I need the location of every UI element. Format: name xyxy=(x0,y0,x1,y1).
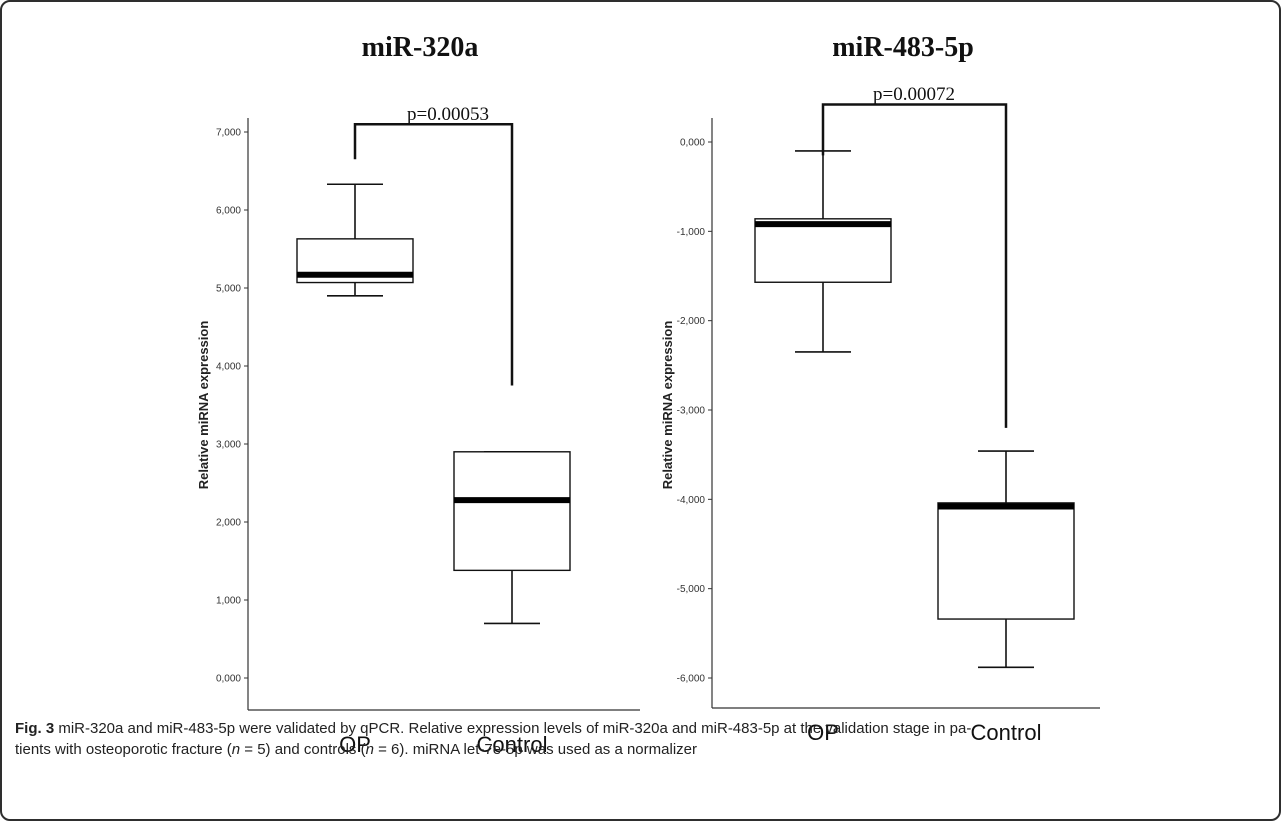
y-tick-label: -4,000 xyxy=(677,495,706,506)
box-control xyxy=(453,450,571,625)
caption-text-2: tients with osteoporotic fracture ( xyxy=(15,741,232,758)
x-tick-label-op: OP xyxy=(807,720,839,745)
y-tick-label: 3,000 xyxy=(216,440,241,451)
x-tick-label-control: Control xyxy=(971,720,1042,745)
chart-title: miR-320a xyxy=(362,32,479,63)
y-tick-label: -1,000 xyxy=(677,227,706,238)
y-tick-label: 0,000 xyxy=(680,138,705,149)
y-tick-label: 0,000 xyxy=(216,674,241,685)
caption-text-4: = 6). miRNA let-7e-5p was used as a norm… xyxy=(373,741,697,758)
caption-line-1: Fig. 3 miR-320a and miR-483-5p were vali… xyxy=(15,718,1260,739)
significance-bracket xyxy=(353,122,514,386)
y-tick-label: -3,000 xyxy=(677,406,706,417)
y-tick-label: 6,000 xyxy=(216,206,241,217)
chart-title: miR-483-5p xyxy=(832,32,974,63)
box-iqr xyxy=(937,502,1075,620)
caption-line-2: tients with osteoporotic fracture (n = 5… xyxy=(15,739,1260,760)
x-tick-label-op: OP xyxy=(339,732,371,757)
x-tick-label-control: Control xyxy=(477,732,548,757)
chart-mir-483-5p: miR-483-5p 0,000 -1,000 -2,000 -3,000 -4,000 -… xyxy=(660,32,1100,745)
caption-n-2: n xyxy=(365,741,374,758)
y-tick-label: 1,000 xyxy=(216,596,241,607)
figure-caption: Fig. 3 miR-320a and miR-483-5p were vali… xyxy=(15,718,1260,760)
y-tick-label: -6,000 xyxy=(677,674,706,685)
y-tick-label: 4,000 xyxy=(216,362,241,373)
chart-mir-320a: miR-320a 0,000 1,000 2,000 3,000 4,000 5,000 6,… xyxy=(196,32,640,757)
caption-text-3: = 5) and controls ( xyxy=(240,741,366,758)
y-tick-label: 5,000 xyxy=(216,284,241,295)
y-tick-label: -2,000 xyxy=(677,316,706,327)
caption-fig-label: Fig. 3 xyxy=(15,720,55,737)
box-iqr xyxy=(754,218,892,283)
box-iqr xyxy=(453,451,571,572)
y-tick-label: -5,000 xyxy=(677,584,706,595)
y-tick-label: 7,000 xyxy=(216,128,241,139)
caption-text-1: miR-320a and miR-483-5p were validated b… xyxy=(58,720,972,737)
box-op xyxy=(754,150,892,353)
box-op xyxy=(296,183,414,297)
caption-n-1: n xyxy=(231,741,241,758)
y-axis-label: Relative miRNA expression xyxy=(660,321,675,490)
y-tick-label: 2,000 xyxy=(216,518,241,529)
significance-bracket xyxy=(821,103,1008,428)
p-value-label: p=0.00053 xyxy=(407,104,489,125)
y-axis-label: Relative miRNA expression xyxy=(196,321,211,490)
p-value-label: p=0.00072 xyxy=(873,84,955,105)
box-control xyxy=(937,450,1075,669)
